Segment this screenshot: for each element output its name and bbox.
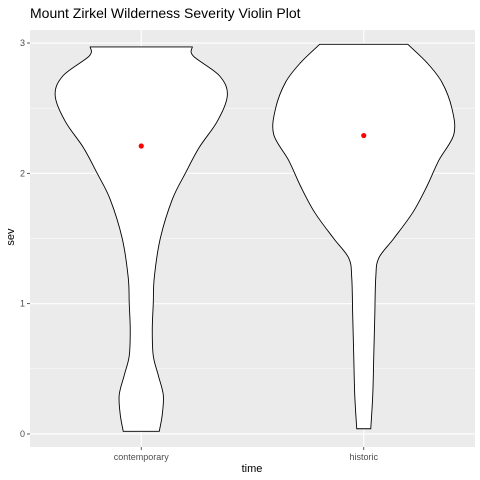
- violins: [54, 43, 456, 432]
- mean-point-historic: [361, 132, 367, 139]
- x-axis-title: time: [242, 463, 263, 475]
- violin-historic: [272, 43, 456, 430]
- violin-contemporary: [54, 46, 228, 432]
- x-tick-label: contemporary: [114, 452, 170, 462]
- y-tick-label: 3: [20, 38, 25, 48]
- y-axis-title: sev: [5, 228, 17, 246]
- chart-title: Mount Zirkel Wilderness Severity Violin …: [30, 5, 301, 21]
- y-tick-label: 0: [20, 429, 25, 439]
- y-axis: 0 1 2 3: [20, 38, 30, 439]
- mean-points: [138, 132, 367, 149]
- y-tick-label: 1: [20, 299, 25, 309]
- mean-point-contemporary: [138, 143, 144, 149]
- x-axis: contemporary historic: [114, 447, 378, 462]
- x-tick-label: historic: [349, 452, 378, 462]
- y-tick-label: 2: [20, 168, 25, 178]
